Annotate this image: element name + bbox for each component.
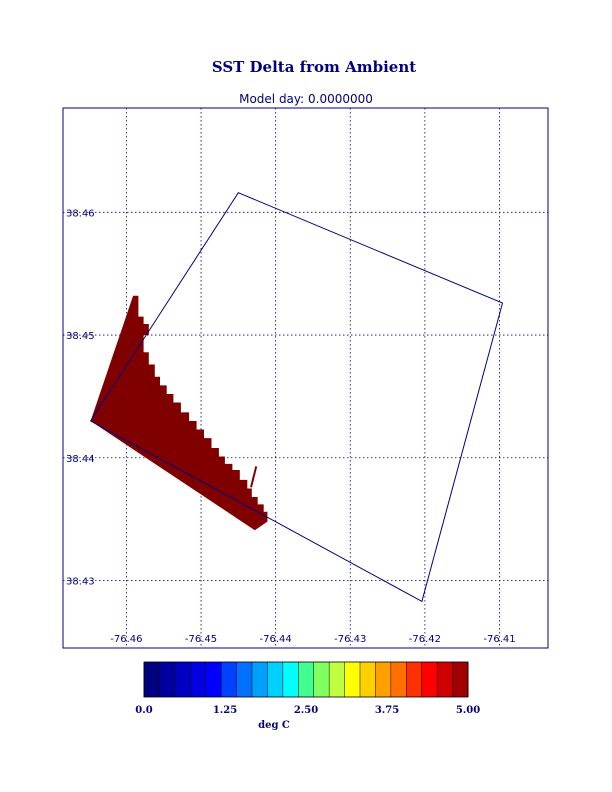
y-tick-labels: 38.43 38.44 38.45 38.46: [66, 208, 95, 587]
x-tick-label: -76.46: [110, 634, 142, 645]
colorbar-swatch: [437, 662, 453, 697]
colorbar-swatch: [329, 662, 345, 697]
y-tick-label: 38.46: [66, 208, 95, 219]
warm-plume-region: [90, 295, 268, 531]
colorbar-swatch: [375, 662, 392, 697]
y-tick-label: 38.44: [66, 454, 95, 465]
x-tick-labels: -76.46 -76.45 -76.44 -76.43 -76.42 -76.41: [110, 634, 515, 645]
colorbar-swatch: [452, 662, 469, 697]
chart-title: SST Delta from Ambient: [212, 58, 416, 76]
colorbar-border: [143, 661, 469, 698]
x-tick-label: -76.45: [185, 634, 217, 645]
colorbar-swatch: [190, 662, 207, 697]
colorbar-swatch: [282, 662, 299, 697]
x-tick-label: -76.42: [409, 634, 441, 645]
colorbar-swatch: [144, 662, 160, 697]
colorbar-swatch: [174, 662, 191, 697]
colorbar-swatch: [298, 662, 315, 697]
colorbar-tick-label: 3.75: [375, 705, 399, 716]
warm-plume-layer: [90, 295, 268, 531]
colorbar-swatch: [252, 662, 268, 697]
colorbar-swatch: [390, 662, 407, 697]
outfall-line: [250, 466, 258, 488]
grid-lines: [63, 108, 548, 648]
plot-frame: [62, 107, 549, 649]
colorbar-swatch: [313, 662, 330, 697]
colorbar-tick-label: 5.00: [456, 705, 480, 716]
colorbar-swatch: [236, 662, 253, 697]
colorbar-tick-label: 0.0: [135, 705, 152, 716]
colorbar-tick-labels: 0.0 1.25 2.50 3.75 5.00: [135, 705, 480, 716]
colorbar-swatch: [267, 662, 284, 697]
chart-subtitle: Model day: 0.0000000: [239, 92, 373, 106]
model-domain-outline: [89, 192, 504, 603]
colorbar-swatch: [205, 662, 222, 697]
colorbar-tick-label: 2.50: [294, 705, 318, 716]
colorbar-label: deg C: [258, 720, 290, 731]
domain-outline-layer: [89, 192, 504, 603]
y-tick-label: 38.45: [66, 331, 95, 342]
x-tick-label: -76.44: [260, 634, 292, 645]
colorbar-tick-label: 1.25: [213, 705, 237, 716]
colorbar-swatch: [344, 662, 361, 697]
x-tick-label: -76.43: [334, 634, 366, 645]
y-tick-label: 38.43: [66, 577, 95, 588]
colorbar-swatch: [221, 662, 237, 697]
colorbar-swatch: [360, 662, 376, 697]
colorbar-swatch: [159, 662, 176, 697]
x-tick-label: -76.41: [483, 634, 515, 645]
colorbar-swatch: [421, 662, 438, 697]
colorbar-swatch: [406, 662, 423, 697]
colorbar: [143, 661, 469, 698]
